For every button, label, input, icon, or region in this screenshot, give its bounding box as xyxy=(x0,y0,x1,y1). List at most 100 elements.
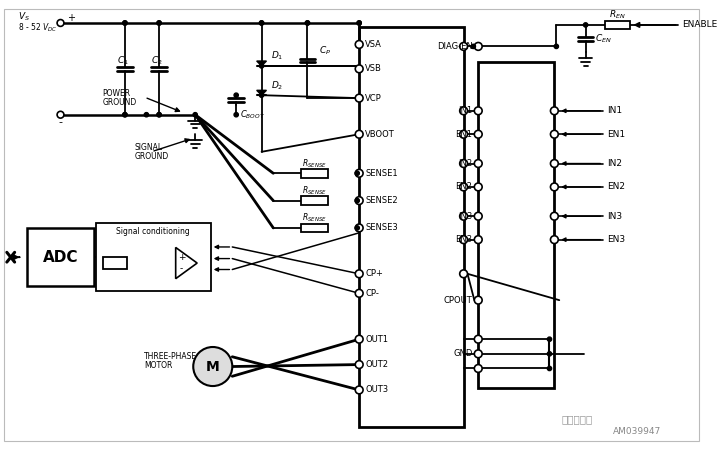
Circle shape xyxy=(123,112,127,117)
Text: CP+: CP+ xyxy=(365,269,383,278)
Circle shape xyxy=(234,93,238,97)
Circle shape xyxy=(259,21,264,25)
Polygon shape xyxy=(257,61,266,66)
Circle shape xyxy=(474,160,482,167)
Circle shape xyxy=(305,21,310,25)
Circle shape xyxy=(144,112,148,117)
Circle shape xyxy=(355,94,363,102)
Circle shape xyxy=(355,198,359,203)
Circle shape xyxy=(234,112,238,117)
Circle shape xyxy=(474,130,482,138)
Circle shape xyxy=(471,44,475,49)
Text: IN3: IN3 xyxy=(607,212,622,220)
Text: SENSE2: SENSE2 xyxy=(365,196,397,205)
Circle shape xyxy=(459,183,467,191)
Text: ENABLE: ENABLE xyxy=(683,20,717,29)
Circle shape xyxy=(355,360,363,369)
Circle shape xyxy=(355,226,359,230)
Text: EN3: EN3 xyxy=(607,235,625,244)
Circle shape xyxy=(474,183,482,191)
Text: $D_1$: $D_1$ xyxy=(271,50,284,63)
Circle shape xyxy=(459,160,467,167)
Text: $R_{SENSE}$: $R_{SENSE}$ xyxy=(302,184,327,197)
Text: IN2: IN2 xyxy=(458,159,472,168)
Circle shape xyxy=(583,23,588,27)
Text: EN2: EN2 xyxy=(456,182,472,191)
Text: $V_S$: $V_S$ xyxy=(17,11,30,23)
Text: $C_P$: $C_P$ xyxy=(319,44,331,57)
Text: OUT1: OUT1 xyxy=(365,335,388,344)
Text: MOTOR: MOTOR xyxy=(145,361,173,370)
Text: $C_1$: $C_1$ xyxy=(117,55,129,68)
Circle shape xyxy=(157,112,161,117)
Circle shape xyxy=(474,296,482,304)
Text: $R_{EN}$: $R_{EN}$ xyxy=(609,9,626,22)
Circle shape xyxy=(355,40,363,48)
Text: EN2: EN2 xyxy=(607,182,625,191)
Text: $D_2$: $D_2$ xyxy=(271,79,284,92)
Text: $R_{SENSE}$: $R_{SENSE}$ xyxy=(302,157,327,170)
Circle shape xyxy=(193,112,197,117)
Text: GROUND: GROUND xyxy=(102,98,137,107)
Circle shape xyxy=(474,42,482,50)
Text: CPOUT: CPOUT xyxy=(444,296,472,305)
Circle shape xyxy=(193,347,233,386)
Circle shape xyxy=(259,64,264,68)
Text: 旋转的电机: 旋转的电机 xyxy=(561,414,593,424)
Circle shape xyxy=(551,212,558,220)
Text: GROUND: GROUND xyxy=(135,152,169,161)
Circle shape xyxy=(355,65,363,73)
Text: VSB: VSB xyxy=(365,64,382,73)
Circle shape xyxy=(259,93,264,97)
Circle shape xyxy=(459,42,467,50)
Text: $C_2$: $C_2$ xyxy=(151,55,163,68)
Text: IN1: IN1 xyxy=(458,106,472,115)
Text: IN1: IN1 xyxy=(607,106,622,115)
Text: SENSE3: SENSE3 xyxy=(365,224,397,233)
Circle shape xyxy=(355,171,359,176)
Text: DIAG-EN: DIAG-EN xyxy=(436,42,472,51)
Bar xyxy=(301,169,328,178)
Circle shape xyxy=(551,130,558,138)
Bar xyxy=(104,257,127,269)
Text: $R_{SENSE}$: $R_{SENSE}$ xyxy=(302,212,327,225)
Circle shape xyxy=(474,236,482,243)
Circle shape xyxy=(259,21,264,25)
Circle shape xyxy=(355,289,363,297)
Circle shape xyxy=(474,350,482,358)
Text: Signal conditioning: Signal conditioning xyxy=(117,227,190,236)
Circle shape xyxy=(551,107,558,115)
Circle shape xyxy=(357,21,361,25)
Circle shape xyxy=(459,270,467,278)
Circle shape xyxy=(123,112,127,117)
Circle shape xyxy=(355,335,363,343)
Circle shape xyxy=(157,21,161,25)
Text: $C_{EN}$: $C_{EN}$ xyxy=(595,32,612,45)
Text: SIGNAL: SIGNAL xyxy=(135,144,163,153)
Text: THREE-PHASE: THREE-PHASE xyxy=(145,352,197,361)
Circle shape xyxy=(123,21,127,25)
Bar xyxy=(27,228,94,287)
Circle shape xyxy=(551,236,558,243)
Circle shape xyxy=(547,352,552,356)
Text: SENSE1: SENSE1 xyxy=(365,169,397,178)
Text: POWER: POWER xyxy=(102,89,130,98)
Circle shape xyxy=(551,160,558,167)
Text: -: - xyxy=(58,117,63,127)
Bar xyxy=(605,21,631,29)
Polygon shape xyxy=(257,90,266,95)
Circle shape xyxy=(57,19,64,27)
Bar xyxy=(301,196,328,205)
Circle shape xyxy=(355,386,363,394)
Circle shape xyxy=(305,21,310,25)
Text: IN2: IN2 xyxy=(607,159,622,168)
Circle shape xyxy=(355,270,363,278)
Bar xyxy=(359,27,464,427)
Circle shape xyxy=(57,111,64,118)
Text: GND: GND xyxy=(453,349,472,358)
Text: $C_{BOOT}$: $C_{BOOT}$ xyxy=(240,108,265,121)
Text: VBOOT: VBOOT xyxy=(365,130,395,139)
Text: AM039947: AM039947 xyxy=(613,428,661,436)
Circle shape xyxy=(547,366,552,371)
Bar xyxy=(301,224,328,232)
